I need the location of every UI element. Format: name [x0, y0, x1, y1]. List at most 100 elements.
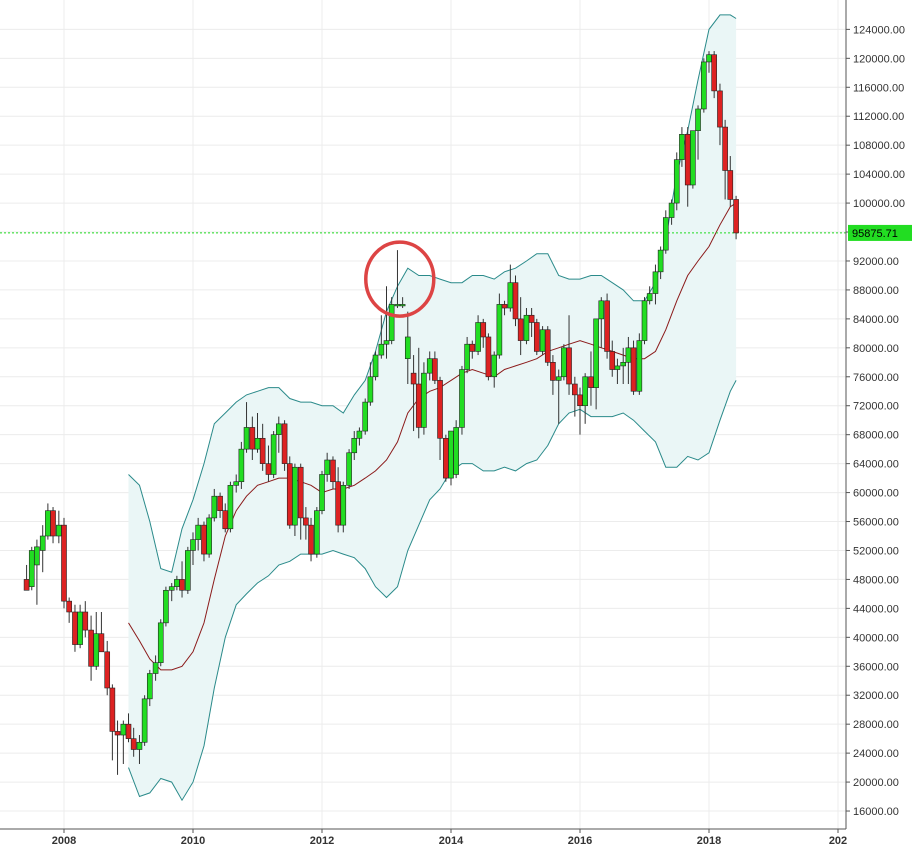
candle: [443, 434, 449, 482]
candle: [275, 416, 282, 453]
candle-body: [34, 546, 40, 566]
candle-body: [190, 539, 196, 551]
candle: [572, 376, 578, 417]
candle: [157, 619, 164, 667]
candle-body: [388, 304, 395, 341]
candle-body: [39, 535, 46, 551]
candle: [604, 293, 610, 359]
candle: [399, 297, 406, 309]
candle-body: [394, 304, 401, 307]
candle: [211, 488, 218, 522]
candle-body: [523, 314, 530, 341]
candle: [432, 351, 438, 385]
candle: [206, 514, 212, 558]
candle: [346, 449, 352, 489]
candle-body: [125, 723, 132, 739]
candle-body: [168, 586, 175, 591]
candle-body: [684, 134, 691, 186]
candle: [485, 333, 492, 381]
candle: [636, 333, 643, 395]
candle-body: [174, 579, 180, 587]
candle-body: [528, 314, 535, 323]
current-price-tag: 95875.71: [848, 224, 912, 241]
candle-body: [259, 437, 266, 464]
candle: [351, 431, 358, 461]
candle-body: [480, 322, 487, 338]
candle-body: [443, 437, 449, 479]
candle: [28, 546, 35, 591]
candle: [168, 583, 175, 602]
candle-body: [211, 495, 218, 519]
candle-body: [217, 495, 223, 511]
candle: [77, 604, 83, 649]
candle-body: [609, 351, 616, 370]
candle-body: [201, 524, 207, 555]
candle: [141, 695, 148, 746]
candle-body: [356, 430, 363, 439]
candle: [233, 474, 240, 493]
candle: [23, 564, 30, 591]
y-tick-label: 84000.00: [853, 314, 899, 326]
candle: [620, 347, 627, 385]
candle: [61, 517, 67, 609]
candle-body: [179, 579, 185, 591]
candle-body: [82, 611, 89, 631]
candle-body: [727, 170, 734, 200]
y-tick-label: 108000.00: [853, 140, 905, 152]
y-tick-label: 68000.00: [853, 430, 899, 442]
candle-body: [88, 629, 94, 667]
candle: [496, 293, 503, 359]
candle: [259, 423, 266, 471]
candle: [217, 492, 223, 518]
x-tick-label: 2012: [310, 835, 334, 847]
candle-body: [657, 249, 664, 273]
candle: [695, 105, 701, 160]
candle-body: [233, 481, 240, 486]
candle-body: [636, 340, 643, 392]
candle-body: [157, 622, 164, 663]
candle: [733, 195, 739, 240]
candle: [711, 51, 717, 99]
candle: [657, 246, 664, 280]
y-tick-label: 104000.00: [853, 169, 905, 181]
candle: [227, 481, 234, 533]
candle-body: [303, 517, 309, 526]
candle-body: [604, 300, 610, 352]
x-tick-label: 2014: [439, 835, 464, 847]
candle-body: [695, 108, 701, 132]
candle: [190, 532, 196, 565]
candle-body: [45, 510, 51, 537]
y-tick-label: 124000.00: [853, 24, 905, 36]
candle-body: [432, 358, 438, 381]
candle: [550, 355, 556, 395]
candle-body: [577, 394, 583, 407]
candle-body: [485, 336, 492, 378]
candle-body: [399, 304, 406, 307]
candle: [593, 318, 599, 410]
candle: [356, 427, 363, 446]
candle-body: [383, 340, 390, 345]
candle-body: [517, 318, 524, 341]
y-tick-label: 32000.00: [853, 690, 899, 702]
candle: [195, 517, 201, 551]
candle-body: [625, 347, 632, 363]
candle: [93, 611, 100, 670]
candle-body: [475, 322, 481, 352]
candle-body: [582, 376, 588, 407]
candle-body: [544, 329, 551, 363]
candle-body: [238, 448, 245, 483]
candle-body: [646, 293, 653, 302]
candle-body: [448, 430, 454, 479]
candle-body: [114, 731, 121, 736]
candle-body: [469, 343, 476, 352]
candle-body: [77, 611, 83, 645]
candle-body: [588, 376, 594, 388]
candle-body: [346, 452, 352, 486]
candle-body: [308, 524, 314, 555]
candle: [555, 369, 562, 424]
band-fill: [128, 14, 737, 801]
candle: [598, 297, 605, 348]
candle-body: [652, 271, 659, 294]
candle: [544, 326, 551, 366]
candle: [104, 640, 111, 696]
